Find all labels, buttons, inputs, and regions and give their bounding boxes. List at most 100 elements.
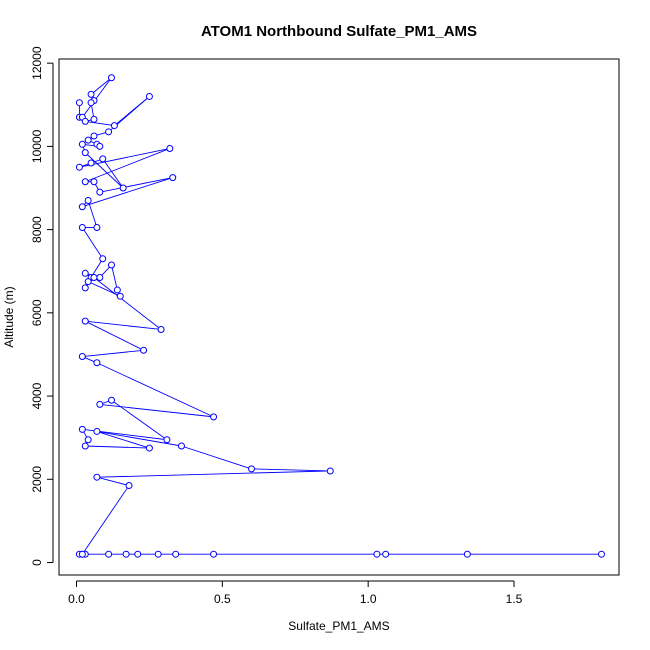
series-segment bbox=[99, 177, 173, 193]
data-point bbox=[140, 346, 148, 354]
chart-title: ATOM1 Northbound Sulfate_PM1_AMS bbox=[201, 23, 477, 40]
data-point bbox=[178, 442, 185, 450]
data-point bbox=[145, 444, 153, 452]
data-point bbox=[75, 163, 83, 171]
data-point bbox=[81, 178, 89, 186]
series-segment bbox=[82, 177, 173, 208]
data-point bbox=[145, 92, 153, 100]
data-point bbox=[99, 255, 107, 263]
y-axis: 0 2000 4000 6000 8000 10000 12000 bbox=[30, 46, 54, 566]
x-tick-label: 0.0 bbox=[68, 592, 85, 606]
x-axis: 0.0 0.5 1.0 1.5 bbox=[68, 580, 523, 606]
data-point bbox=[84, 278, 92, 286]
y-tick-label: 8000 bbox=[30, 216, 44, 243]
y-tick-label: 2000 bbox=[30, 466, 44, 493]
data-point bbox=[93, 359, 101, 367]
data-point bbox=[81, 442, 89, 450]
y-axis-label: Altitude (m) bbox=[2, 286, 16, 347]
series-segment bbox=[81, 77, 112, 118]
data-point bbox=[90, 115, 98, 123]
series-segment bbox=[96, 431, 150, 449]
data-point bbox=[81, 117, 89, 125]
data-point bbox=[96, 400, 104, 408]
data-point bbox=[116, 292, 124, 300]
series-segment bbox=[90, 77, 112, 95]
data-point bbox=[93, 427, 101, 435]
data-point bbox=[463, 550, 471, 558]
data-point bbox=[99, 155, 107, 163]
data-point bbox=[87, 99, 95, 107]
y-tick-label: 6000 bbox=[30, 299, 44, 326]
series-segment bbox=[111, 399, 168, 441]
data-point bbox=[125, 482, 133, 490]
y-tick-label: 10000 bbox=[30, 129, 44, 163]
data-point bbox=[169, 174, 177, 182]
series-segment bbox=[96, 430, 182, 447]
data-point bbox=[248, 465, 255, 473]
series-segment bbox=[85, 445, 150, 449]
data-point bbox=[84, 436, 92, 444]
data-point bbox=[598, 550, 605, 558]
data-point bbox=[210, 413, 218, 421]
data-point bbox=[108, 74, 115, 82]
data-point bbox=[96, 273, 104, 281]
series-segment bbox=[99, 403, 214, 418]
x-tick-label: 1.0 bbox=[360, 592, 377, 606]
data-point bbox=[373, 550, 381, 558]
data-point bbox=[84, 196, 92, 204]
data-point bbox=[78, 140, 86, 148]
data-point bbox=[93, 224, 101, 232]
data-point bbox=[105, 128, 113, 136]
data-point bbox=[78, 425, 86, 433]
series-segment bbox=[81, 227, 104, 259]
x-axis-label: Sulfate_PM1_AMS bbox=[288, 619, 389, 633]
data-point bbox=[87, 159, 95, 167]
data-point bbox=[90, 178, 98, 186]
series-segment bbox=[85, 320, 162, 330]
data-point bbox=[154, 550, 162, 558]
data-point bbox=[110, 122, 118, 130]
data-point bbox=[119, 184, 127, 192]
data-point bbox=[78, 203, 86, 211]
series-segment bbox=[181, 445, 252, 470]
y-tick-label: 12000 bbox=[30, 46, 44, 80]
data-point bbox=[90, 132, 98, 140]
series-segment bbox=[81, 485, 130, 555]
data-point bbox=[75, 99, 83, 107]
data-point bbox=[122, 550, 130, 558]
data-point bbox=[81, 149, 89, 157]
data-point bbox=[81, 284, 89, 292]
x-tick-label: 1.5 bbox=[506, 592, 523, 606]
series-segment bbox=[85, 148, 170, 183]
data-point bbox=[108, 396, 115, 404]
series-segment bbox=[84, 152, 124, 189]
data-point bbox=[108, 261, 115, 269]
y-tick-label: 0 bbox=[30, 559, 44, 566]
series-segment bbox=[102, 158, 124, 189]
data-point bbox=[210, 550, 218, 558]
data-point bbox=[81, 269, 89, 277]
series-points bbox=[75, 74, 605, 558]
series-segment bbox=[96, 362, 214, 418]
data-point bbox=[78, 224, 86, 232]
data-point bbox=[84, 136, 92, 144]
data-point bbox=[81, 317, 89, 325]
x-tick-label: 0.5 bbox=[214, 592, 231, 606]
series-segment bbox=[111, 264, 118, 291]
series-segment bbox=[251, 468, 331, 472]
data-point bbox=[105, 550, 113, 558]
data-point bbox=[78, 353, 86, 361]
data-point bbox=[113, 286, 121, 294]
data-point bbox=[90, 273, 98, 281]
data-point bbox=[157, 325, 165, 333]
data-point bbox=[166, 144, 174, 152]
data-point bbox=[172, 550, 180, 558]
series-segment bbox=[96, 476, 130, 486]
data-point bbox=[134, 550, 142, 558]
series-segment bbox=[82, 349, 144, 357]
data-point bbox=[78, 550, 86, 558]
plot-frame bbox=[58, 58, 620, 576]
series-segment bbox=[79, 148, 170, 168]
